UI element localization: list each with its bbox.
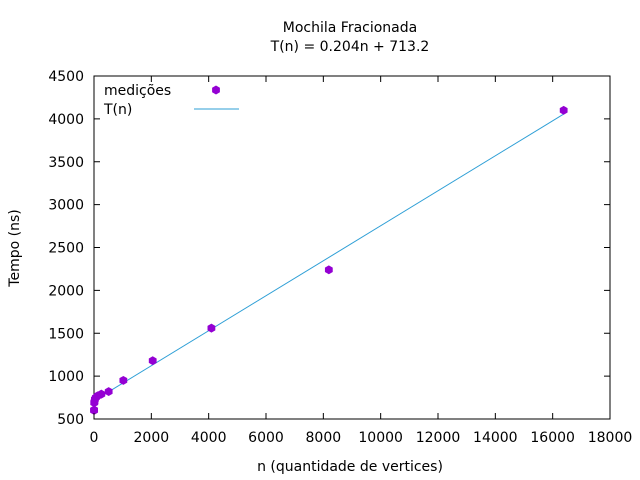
y-axis-ticks: 500 1000 1500 2000 2500 3000 3500 4000 4500: [48, 69, 610, 428]
x-tick-label: 2000: [134, 430, 170, 446]
legend-label-medicoes: medições: [104, 83, 171, 99]
x-axis-ticks: 0 2000 4000 6000 8000 10000 12000 14000 16000 180…: [90, 76, 633, 446]
x-tick-label: 12000: [416, 430, 461, 446]
legend-label-tn: T(n): [103, 102, 132, 118]
x-tick-label: 0: [90, 430, 99, 446]
x-tick-label: 14000: [473, 430, 518, 446]
x-tick-label: 18000: [588, 430, 633, 446]
legend-marker-medicoes: [212, 85, 220, 95]
y-tick-label: 4500: [48, 69, 84, 85]
x-axis-label: n (quantidade de vertices): [257, 459, 443, 475]
y-axis-label: Tempo (ns): [7, 209, 23, 287]
y-tick-label: 2000: [48, 283, 84, 299]
fit-line: [93, 113, 564, 402]
data-point: [207, 323, 216, 333]
data-point: [104, 387, 113, 397]
plot-area: [90, 75, 611, 420]
data-point: [148, 356, 157, 366]
x-tick-label: 8000: [306, 430, 342, 446]
x-tick-label: 6000: [248, 430, 284, 446]
legend: medições T(n): [103, 83, 239, 118]
plot-border: [93, 75, 611, 420]
chart-subtitle: T(n) = 0.204n + 713.2: [270, 39, 430, 55]
data-point: [324, 265, 333, 275]
data-point: [119, 375, 128, 385]
y-tick-label: 4000: [48, 112, 84, 128]
data-point: [97, 389, 106, 399]
chart-title: Mochila Fracionada: [283, 20, 417, 36]
y-tick-label: 1500: [48, 326, 84, 342]
y-tick-label: 500: [57, 412, 84, 428]
data-point: [559, 105, 568, 115]
x-tick-label: 4000: [191, 430, 227, 446]
x-tick-label: 10000: [358, 430, 403, 446]
data-point: [90, 405, 99, 415]
y-tick-label: 3000: [48, 198, 84, 214]
x-tick-label: 16000: [530, 430, 575, 446]
y-tick-label: 1000: [48, 369, 84, 385]
y-tick-label: 2500: [48, 241, 84, 257]
y-tick-label: 3500: [48, 155, 84, 171]
